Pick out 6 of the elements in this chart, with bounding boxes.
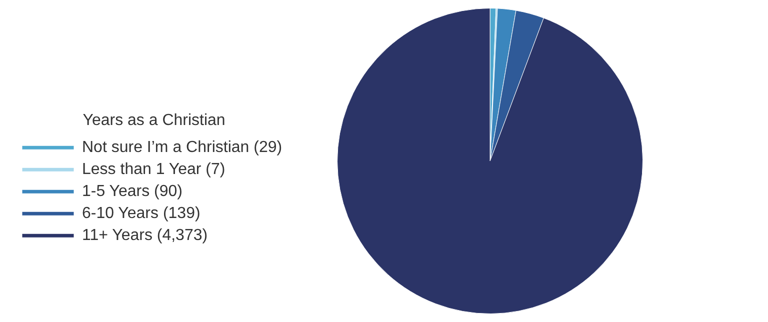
legend-label: 1-5 Years (90) bbox=[82, 183, 183, 200]
legend-label: Not sure I’m a Christian (29) bbox=[82, 139, 282, 156]
legend-label: Less than 1 Year (7) bbox=[82, 161, 226, 178]
legend-label: 11+ Years (4,373) bbox=[82, 227, 208, 244]
legend-label: 6-10 Years (139) bbox=[82, 205, 200, 222]
legend-title: Years as a Christian bbox=[82, 112, 226, 129]
